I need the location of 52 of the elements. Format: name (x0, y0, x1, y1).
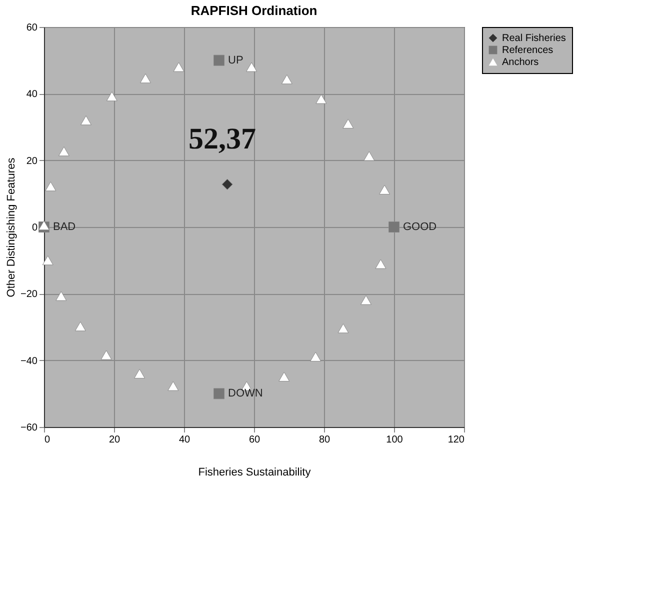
x-tick-label: 100 (386, 434, 404, 446)
legend-label: Anchors (502, 57, 539, 68)
legend-label: Real Fisheries (502, 33, 566, 44)
chart-title: RAPFISH Ordination (190, 3, 318, 18)
y-tick-label: 20 (26, 156, 38, 167)
y-tick-label: 40 (26, 89, 38, 100)
x-tick-label: 60 (248, 434, 260, 446)
point (364, 151, 375, 161)
point (338, 324, 349, 334)
x-tick-label: 20 (108, 434, 120, 446)
data-label: UP (228, 54, 244, 66)
point (310, 352, 322, 362)
y-tick-label: −20 (20, 289, 38, 300)
point (214, 54, 224, 66)
point (214, 388, 224, 400)
point (80, 116, 92, 126)
point (388, 222, 400, 232)
x-tick-label: 40 (178, 434, 190, 446)
point (246, 62, 258, 72)
point (74, 322, 86, 332)
point (100, 350, 112, 360)
point (168, 381, 179, 391)
x-tick-label: 0 (44, 434, 50, 446)
x-axis-title: Fisheries Sustainability (198, 466, 312, 478)
legend-label: References (502, 45, 554, 56)
point (45, 182, 56, 192)
point (342, 118, 354, 128)
x-tick-label: 120 (448, 434, 465, 446)
data-label: BAD (53, 221, 76, 233)
point (134, 368, 146, 378)
x-tick-label: 80 (318, 434, 330, 446)
point (173, 62, 184, 72)
point (56, 291, 67, 301)
point (278, 372, 290, 382)
y-tick-label: −60 (20, 422, 38, 434)
y-tick-label: −40 (20, 356, 38, 367)
point (316, 94, 327, 104)
point (375, 259, 386, 269)
y-axis-title: Other Distingishing Features (6, 157, 18, 298)
point (140, 74, 151, 84)
point (106, 92, 118, 102)
annotation: 52,37 (188, 122, 256, 156)
data-label: GOOD (403, 221, 437, 233)
y-tick-label: 60 (26, 22, 38, 34)
point (222, 178, 233, 190)
y-tick-label: 0 (32, 222, 38, 234)
point (360, 295, 372, 305)
data-label: DOWN (228, 388, 263, 400)
point (281, 74, 292, 84)
point (379, 184, 390, 194)
point (58, 146, 70, 156)
point (42, 256, 54, 266)
